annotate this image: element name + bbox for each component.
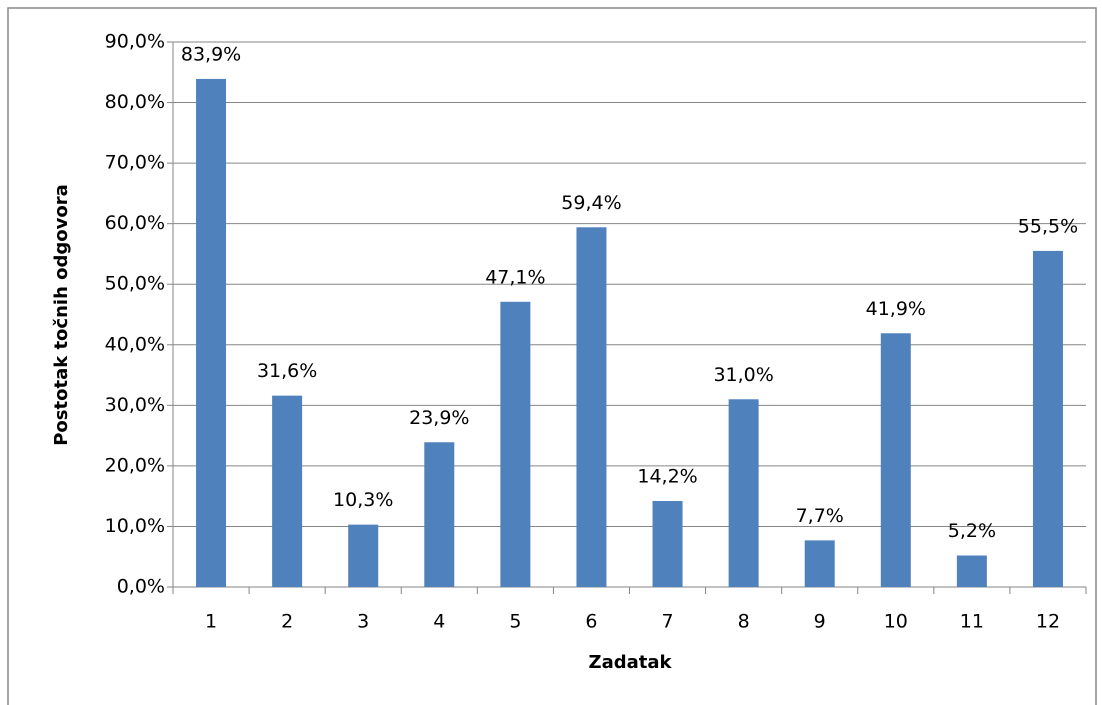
data-label: 14,2% [637,466,697,488]
data-label: 23,9% [409,407,469,429]
x-tick-label: 7 [661,611,673,633]
bar [1032,250,1063,587]
data-label: 47,1% [485,266,545,288]
x-tick-label: 8 [738,611,750,633]
data-label: 41,9% [866,298,926,320]
x-tick-label: 1 [205,611,217,633]
bar [728,399,759,587]
bar [652,501,683,587]
chart-frame [7,7,1097,705]
x-tick-label: 6 [585,611,597,633]
y-tick-label: 80,0% [105,91,165,113]
data-label: 31,6% [257,360,317,382]
x-axis-title: Zadatak [589,652,673,673]
data-label: 31,0% [713,364,773,386]
x-tick-label: 9 [814,611,826,633]
y-tick-label: 10,0% [105,515,165,537]
x-tick-label: 11 [960,611,984,633]
bar [424,442,455,587]
data-label: 10,3% [333,489,393,511]
bar [500,301,531,587]
data-label: 5,2% [948,520,996,542]
bar [956,555,987,587]
x-tick-label: 3 [357,611,369,633]
bar [348,524,379,587]
x-tick-label: 10 [884,611,908,633]
x-tick-label: 4 [433,611,445,633]
data-label: 59,4% [561,192,621,214]
data-label: 7,7% [796,505,844,527]
x-tick-label: 12 [1036,611,1060,633]
y-tick-label: 0,0% [117,576,165,598]
y-axis-title: Postotak točnih odgovora [51,184,72,446]
y-tick-label: 90,0% [105,31,165,53]
y-tick-label: 20,0% [105,454,165,476]
y-tick-label: 70,0% [105,152,165,174]
bar [196,78,227,587]
y-tick-label: 40,0% [105,333,165,355]
data-label: 83,9% [181,43,241,65]
bar [804,540,835,587]
y-tick-label: 60,0% [105,212,165,234]
y-tick-label: 30,0% [105,394,165,416]
bar [880,333,911,587]
bar [576,227,607,588]
data-label: 55,5% [1018,215,1078,237]
x-tick-label: 5 [509,611,521,633]
bar [272,395,303,587]
x-tick-label: 2 [281,611,293,633]
y-tick-label: 50,0% [105,273,165,295]
